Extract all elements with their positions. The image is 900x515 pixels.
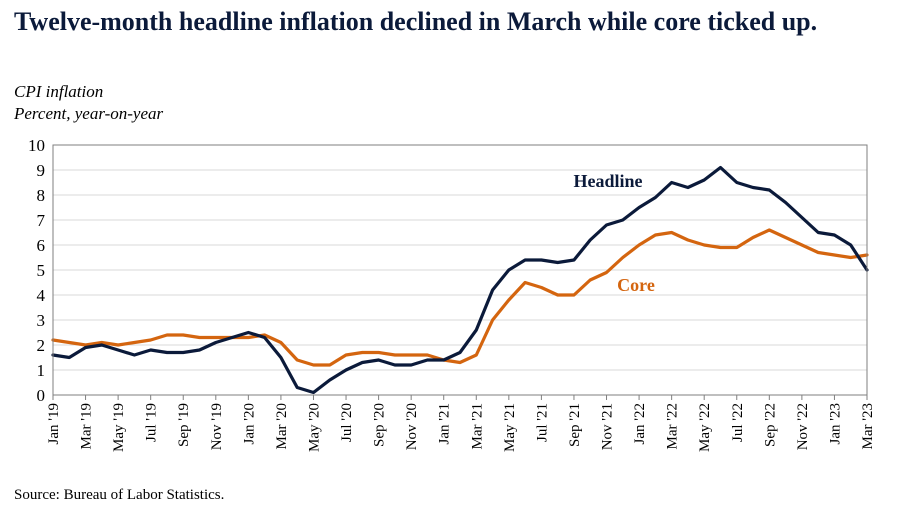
x-tick-label: Jan '21 xyxy=(437,403,453,444)
x-tick-label: Jan '19 xyxy=(46,403,62,444)
x-tick-label: May '21 xyxy=(502,403,518,452)
x-tick-label: May '19 xyxy=(111,403,127,452)
y-tick-label: 8 xyxy=(37,186,46,205)
x-tick-label: Mar '22 xyxy=(665,403,681,449)
y-tick-label: 4 xyxy=(37,286,46,305)
chart-subtitle: CPI inflation xyxy=(14,82,104,101)
y-tick-label: 9 xyxy=(37,161,46,180)
x-tick-label: Nov '19 xyxy=(209,403,225,450)
x-tick-label: Jan '22 xyxy=(632,403,648,444)
x-tick-label: Sep '19 xyxy=(176,403,192,447)
x-tick-label: Jul '21 xyxy=(534,403,550,442)
x-tick-label: Jan '20 xyxy=(241,403,257,444)
x-tick-label: Sep '22 xyxy=(762,403,778,447)
x-tick-label: Jul '19 xyxy=(144,403,160,442)
chart-title: Twelve-month headline inflation declined… xyxy=(14,7,818,36)
headline-line xyxy=(51,165,869,395)
x-tick-label: Mar '19 xyxy=(79,403,95,449)
headline-series-label: Headline xyxy=(573,171,642,191)
y-tick-label: 10 xyxy=(28,136,45,155)
x-tick-label: Sep '20 xyxy=(372,403,388,447)
y-tick-label: 3 xyxy=(37,311,46,330)
chart-units: Percent, year-on-year xyxy=(14,104,164,123)
core-line xyxy=(51,228,869,367)
x-tick-label: Mar '21 xyxy=(469,403,485,449)
x-tick-label: May '20 xyxy=(306,403,322,452)
core-series-label: Core xyxy=(617,275,655,295)
plot-frame xyxy=(52,144,868,396)
y-tick-label: 7 xyxy=(37,211,46,230)
x-tick-label: Nov '22 xyxy=(795,403,811,450)
x-tick-label: May '22 xyxy=(697,403,713,452)
x-tick-label: Mar '20 xyxy=(274,403,290,449)
y-tick-label: 2 xyxy=(37,336,46,355)
x-tick-label: Mar '23 xyxy=(860,403,876,449)
y-tick-label: 6 xyxy=(37,236,46,255)
y-tick-label: 0 xyxy=(37,386,46,405)
x-tick-label: Sep '21 xyxy=(567,403,583,447)
x-tick-label: Nov '21 xyxy=(600,403,616,450)
y-tick-label: 5 xyxy=(37,261,46,280)
source-note: Source: Bureau of Labor Statistics. xyxy=(14,487,225,503)
x-tick-label: Nov '20 xyxy=(404,403,420,450)
x-tick-label: Jan '23 xyxy=(827,403,843,444)
x-tick-label: Jul '22 xyxy=(730,403,746,442)
x-tick-label: Jul '20 xyxy=(339,403,355,442)
series-lines xyxy=(51,165,869,395)
y-tick-label: 1 xyxy=(37,361,46,380)
x-axis: Jan '19 Mar '19 May '19 Jul '19 Sep '19 Nov '… xyxy=(46,395,876,452)
gridlines xyxy=(53,144,867,396)
y-axis: 0 1 2 3 4 5 6 7 8 9 10 xyxy=(28,136,46,405)
